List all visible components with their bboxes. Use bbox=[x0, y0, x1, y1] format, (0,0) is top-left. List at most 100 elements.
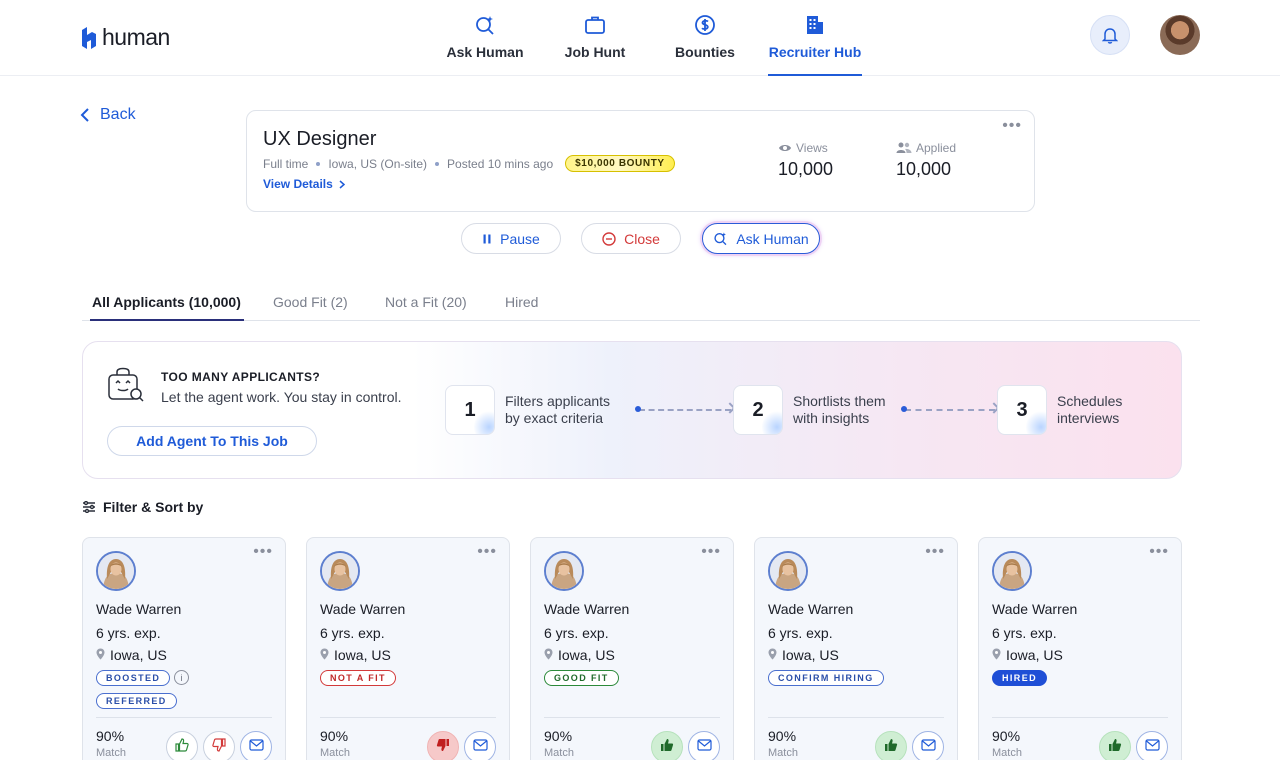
nav-job-hunt[interactable]: Job Hunt bbox=[540, 0, 650, 76]
back-button[interactable]: Back bbox=[80, 106, 136, 124]
applicant-card[interactable]: ••• Wade Warren 6 yrs. exp. Iowa, US HIR… bbox=[978, 537, 1182, 760]
applicant-name[interactable]: Wade Warren bbox=[992, 601, 1078, 617]
step-line: with insights bbox=[793, 410, 870, 426]
thumbs-up-button[interactable] bbox=[166, 731, 198, 760]
add-agent-button[interactable]: Add Agent To This Job bbox=[107, 426, 317, 456]
step-number-box: 3 bbox=[997, 385, 1047, 435]
applicant-card[interactable]: ••• Wade Warren 6 yrs. exp. Iowa, US GOO… bbox=[530, 537, 734, 760]
message-button[interactable] bbox=[1136, 731, 1168, 760]
applicant-name[interactable]: Wade Warren bbox=[544, 601, 630, 617]
applicant-experience: 6 yrs. exp. bbox=[96, 625, 161, 641]
applicant-card[interactable]: ••• Wade Warren 6 yrs. exp. Iowa, US NOT… bbox=[306, 537, 510, 760]
message-button[interactable] bbox=[240, 731, 272, 760]
match-label: Match bbox=[768, 747, 798, 759]
back-label: Back bbox=[100, 106, 136, 123]
match-value: 90% bbox=[320, 728, 349, 744]
info-icon[interactable]: i bbox=[174, 670, 189, 685]
applicant-avatar[interactable] bbox=[992, 551, 1032, 591]
step-number-box: 2 bbox=[733, 385, 783, 435]
message-button[interactable] bbox=[464, 731, 496, 760]
card-divider bbox=[768, 717, 944, 718]
ask-human-button[interactable]: Ask Human bbox=[702, 223, 820, 254]
thumbs-up-button[interactable] bbox=[1099, 731, 1131, 760]
applicant-card[interactable]: ••• Wade Warren 6 yrs. exp. Iowa, US BOO… bbox=[82, 537, 286, 760]
step-number-box: 1 bbox=[445, 385, 495, 435]
applicant-avatar[interactable] bbox=[96, 551, 136, 591]
mail-icon bbox=[696, 738, 712, 756]
dollar-circle-icon bbox=[692, 12, 718, 38]
pause-button[interactable]: Pause bbox=[461, 223, 561, 254]
tab-not-a-fit[interactable]: Not a Fit (20) bbox=[385, 294, 467, 310]
applicant-avatar[interactable] bbox=[320, 551, 360, 591]
thumbs-up-icon bbox=[660, 738, 674, 757]
nav-bounties[interactable]: Bounties bbox=[650, 0, 760, 76]
location-text: Iowa, US bbox=[782, 647, 839, 663]
banner-subtext: Let the agent work. You stay in control. bbox=[161, 389, 402, 405]
message-button[interactable] bbox=[912, 731, 944, 760]
message-button[interactable] bbox=[688, 731, 720, 760]
more-options-icon[interactable]: ••• bbox=[253, 543, 273, 560]
applicant-name[interactable]: Wade Warren bbox=[768, 601, 854, 617]
agent-bag-icon bbox=[108, 367, 144, 402]
card-divider bbox=[320, 717, 496, 718]
applicant-name[interactable]: Wade Warren bbox=[320, 601, 406, 617]
step-text: Filters applicants by exact criteria bbox=[505, 393, 610, 427]
applicant-card[interactable]: ••• Wade Warren 6 yrs. exp. Iowa, US CON… bbox=[754, 537, 958, 760]
ask-human-label: Ask Human bbox=[736, 230, 809, 247]
filter-label: Filter & Sort by bbox=[103, 499, 204, 515]
match-label: Match bbox=[320, 747, 350, 759]
thumbs-down-button[interactable] bbox=[427, 731, 459, 760]
views-value: 10,000 bbox=[778, 159, 834, 179]
more-options-icon[interactable]: ••• bbox=[477, 543, 497, 560]
thumbs-up-button[interactable] bbox=[875, 731, 907, 760]
location-text: Iowa, US bbox=[558, 647, 615, 663]
filter-sort-button[interactable]: Filter & Sort by bbox=[82, 499, 203, 515]
applicant-name[interactable]: Wade Warren bbox=[96, 601, 182, 617]
separator-dot bbox=[435, 161, 440, 166]
match-value: 90% bbox=[544, 728, 573, 744]
more-options-icon[interactable]: ••• bbox=[701, 543, 721, 560]
mail-icon bbox=[472, 738, 488, 756]
nav-recruiter-hub[interactable]: Recruiter Hub bbox=[760, 0, 870, 76]
tab-hired[interactable]: Hired bbox=[505, 294, 539, 310]
location-pin-icon bbox=[992, 647, 1001, 663]
applicant-experience: 6 yrs. exp. bbox=[544, 625, 609, 641]
thumbs-up-button[interactable] bbox=[651, 731, 683, 760]
close-label: Close bbox=[624, 230, 660, 247]
step-line: Schedules bbox=[1057, 393, 1123, 409]
thumbs-down-button[interactable] bbox=[203, 731, 235, 760]
confirm-hiring-badge[interactable]: CONFIRM HIRING bbox=[768, 670, 884, 686]
applicant-experience: 6 yrs. exp. bbox=[320, 625, 385, 641]
job-location: Iowa, US (On-site) bbox=[328, 156, 428, 171]
connector-dot bbox=[635, 406, 641, 412]
more-options-icon[interactable]: ••• bbox=[925, 543, 945, 560]
user-avatar[interactable] bbox=[1160, 15, 1200, 55]
nav-label: Bounties bbox=[675, 44, 735, 60]
notifications-button[interactable] bbox=[1090, 15, 1130, 55]
human-logo-icon bbox=[82, 26, 96, 49]
more-options-icon[interactable]: ••• bbox=[1149, 543, 1169, 560]
step-line: Filters applicants bbox=[505, 393, 611, 409]
applicant-experience: 6 yrs. exp. bbox=[992, 625, 1057, 641]
tab-good-fit[interactable]: Good Fit (2) bbox=[273, 294, 348, 310]
chevron-left-icon bbox=[80, 108, 89, 122]
nav-ask-human[interactable]: Ask Human bbox=[430, 0, 540, 76]
more-options-icon[interactable]: ••• bbox=[1002, 117, 1022, 134]
location-text: Iowa, US bbox=[110, 647, 167, 663]
applied-stat: Applied 10,000 bbox=[896, 141, 956, 180]
view-details-link[interactable]: View Details bbox=[263, 177, 345, 191]
top-header: human Ask Human Job Hunt bbox=[0, 0, 1280, 76]
sliders-icon bbox=[83, 501, 95, 513]
job-title: UX Designer bbox=[263, 128, 377, 150]
applied-label: Applied bbox=[916, 141, 957, 155]
location-pin-icon bbox=[320, 647, 329, 663]
logo-text: human bbox=[102, 24, 170, 50]
applicant-avatar[interactable] bbox=[768, 551, 808, 591]
location-text: Iowa, US bbox=[334, 647, 391, 663]
location-pin-icon bbox=[768, 647, 777, 663]
close-job-button[interactable]: Close bbox=[581, 223, 681, 254]
logo[interactable]: human bbox=[80, 24, 170, 51]
applicant-avatar[interactable] bbox=[544, 551, 584, 591]
tab-all-applicants[interactable]: All Applicants (10,000) bbox=[92, 294, 241, 310]
match-value: 90% bbox=[992, 728, 1021, 744]
